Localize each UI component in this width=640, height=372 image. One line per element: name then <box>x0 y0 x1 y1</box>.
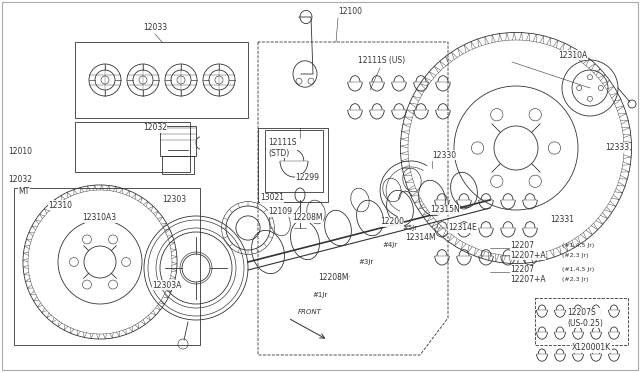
Text: 12331: 12331 <box>550 215 574 224</box>
Text: 12111S
(STD): 12111S (STD) <box>268 138 296 158</box>
Text: 12315N: 12315N <box>430 205 460 215</box>
Text: 12310A: 12310A <box>558 51 588 60</box>
Text: 12033: 12033 <box>143 23 167 32</box>
Text: 12207+A: 12207+A <box>510 250 546 260</box>
Text: 12303A: 12303A <box>152 280 181 289</box>
Text: 12032: 12032 <box>8 176 32 185</box>
Text: X120001K: X120001K <box>572 343 611 353</box>
Text: 13021: 13021 <box>260 193 284 202</box>
Bar <box>160 126 196 156</box>
Text: (#2,3 Jr): (#2,3 Jr) <box>562 253 589 257</box>
Text: #2Jr: #2Jr <box>335 275 350 281</box>
Text: 12314M: 12314M <box>405 234 436 243</box>
Text: 12032: 12032 <box>143 124 167 132</box>
Text: 12111S (US): 12111S (US) <box>358 55 405 64</box>
Text: 12310A3: 12310A3 <box>82 214 116 222</box>
Bar <box>75 42 248 118</box>
Text: #1Jr: #1Jr <box>312 292 327 298</box>
Text: 12310: 12310 <box>48 201 72 209</box>
Text: (#2,3 Jr): (#2,3 Jr) <box>562 278 589 282</box>
Bar <box>265 130 323 192</box>
Text: #3Jr: #3Jr <box>358 259 373 265</box>
Text: #5Jr: #5Jr <box>402 225 417 231</box>
Text: 12200: 12200 <box>380 218 404 227</box>
Text: 12207+A: 12207+A <box>510 276 546 285</box>
Text: 12330: 12330 <box>432 151 456 160</box>
Text: 12207: 12207 <box>510 241 534 250</box>
Text: 12207: 12207 <box>510 266 534 275</box>
Text: 12010: 12010 <box>8 148 32 157</box>
Text: FRONT: FRONT <box>298 309 322 315</box>
Text: 12333: 12333 <box>605 144 629 153</box>
Text: (#1,4,5 Jr): (#1,4,5 Jr) <box>562 243 595 247</box>
Text: 12208M: 12208M <box>318 273 349 282</box>
Text: #4Jr: #4Jr <box>382 242 397 248</box>
Text: 12303: 12303 <box>162 196 186 205</box>
Bar <box>535 298 628 345</box>
Text: 12208M: 12208M <box>292 214 323 222</box>
Text: MT: MT <box>18 187 29 196</box>
Bar <box>75 122 190 172</box>
Bar <box>162 156 194 174</box>
Bar <box>258 128 328 202</box>
Text: 12299: 12299 <box>295 173 319 183</box>
Text: (#1,4,5 Jr): (#1,4,5 Jr) <box>562 267 595 273</box>
Text: 12314E: 12314E <box>448 224 477 232</box>
Text: 12100: 12100 <box>338 7 362 16</box>
Text: 12109: 12109 <box>268 208 292 217</box>
Text: 12207S
(US-0.25): 12207S (US-0.25) <box>567 308 603 328</box>
Bar <box>14 188 200 345</box>
